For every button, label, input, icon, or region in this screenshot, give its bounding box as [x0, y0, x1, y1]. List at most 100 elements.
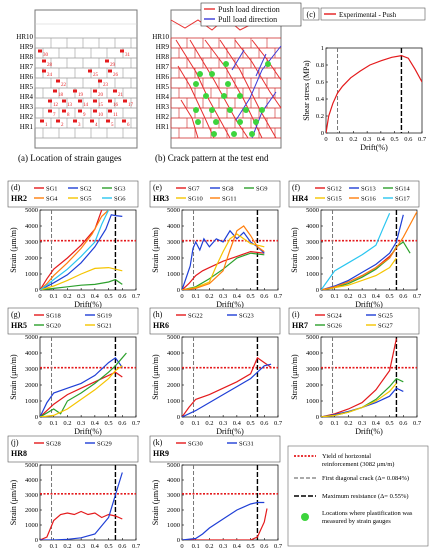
series-line-SG20	[40, 352, 127, 417]
plot-area	[320, 209, 418, 291]
x-axis-label: Drift(%)	[74, 427, 102, 436]
plastification-dot	[193, 81, 199, 87]
chart-f: 0 0.1 0.2 0.3 0.4 0.5 0.6 0.7 0 1000 2000 3000 4000 5…	[288, 180, 422, 309]
legend-label: SG24	[327, 313, 343, 320]
plastification-dot	[243, 107, 249, 113]
strain-gauge-number: 14	[83, 103, 89, 108]
plastification-dot	[203, 93, 209, 99]
y-tick-label: 0	[177, 414, 180, 421]
strain-gauge-number: 5	[111, 123, 114, 128]
x-tick-label: 0.3	[77, 293, 85, 300]
strain-gauge-number: 22	[61, 83, 67, 88]
series-group	[321, 211, 417, 290]
series-group	[182, 501, 268, 540]
series-group	[40, 352, 127, 417]
chart-k: 0 0.1 0.2 0.3 0.4 0.5 0.6 0.7 0 1000 2000 3000 4000 5…	[149, 435, 283, 550]
strain-gauge-marker	[73, 119, 77, 123]
panel-title: (k)	[153, 438, 163, 447]
y-tick-label: 4000	[167, 477, 180, 484]
strain-gauge-number: 2	[61, 123, 64, 128]
hr-labels-b: HR10 HR9 HR8 HR7 HR6 HR5 HR4 HR3 HR2 HR1	[152, 33, 169, 131]
plastification-markers	[193, 61, 271, 137]
strain-gauge-number: 1	[45, 123, 48, 128]
strain-gauge-marker	[42, 59, 46, 63]
plastification-dot	[223, 61, 229, 67]
y-tick-label: 1000	[25, 522, 38, 529]
caption-b: (b) Crack pattern at the test end	[155, 153, 269, 163]
x-tick-label: 0	[38, 543, 41, 550]
x-tick-label: 0.3	[219, 543, 227, 550]
legend-box	[7, 435, 139, 463]
strain-gauge-marker	[53, 89, 57, 93]
series-line-SG15	[321, 257, 397, 290]
x-tick-label: 0	[324, 136, 327, 143]
push-crack	[177, 65, 215, 139]
strain-gauge-marker	[73, 89, 77, 93]
plastification-label: Locations where plastification was	[322, 510, 413, 517]
strain-gauge-marker	[93, 99, 97, 103]
y-tick-label: 3000	[25, 239, 38, 246]
hr-label: HR1	[20, 123, 34, 131]
strain-gauge-marker	[93, 89, 97, 93]
x-tick-label: 0.1	[192, 293, 200, 300]
strain-gauge-marker	[106, 119, 110, 123]
x-axis-label: Drift(%)	[355, 427, 383, 436]
x-tick-label: 0.1	[331, 420, 339, 427]
legend-box	[149, 180, 281, 208]
y-tick-label: 5000	[25, 462, 38, 469]
x-tick-label: 0.2	[205, 420, 213, 427]
y-tick-label: 1000	[25, 398, 38, 405]
x-axis-label: Drift(%)	[216, 300, 244, 309]
plastification-dot	[213, 119, 219, 125]
x-tick-label: 0.7	[274, 420, 283, 427]
x-tick-label: 0.5	[247, 543, 255, 550]
strain-gauge-number: 23	[103, 83, 109, 88]
x-tick-label: 0.4	[91, 293, 100, 300]
x-tick-label: 0.4	[233, 420, 242, 427]
pull-label: Pull load direction	[218, 15, 277, 24]
y-tick-label: 4000	[167, 350, 180, 357]
hr-label: HR8	[156, 53, 170, 61]
x-axis-label: Drift(%)	[74, 300, 102, 309]
y-tick-label: 2000	[25, 255, 38, 262]
strain-gauge-marker	[108, 109, 112, 113]
y-tick-label: 3000	[306, 239, 319, 246]
y-tick-label: 0.8	[316, 62, 324, 69]
x-tick-label: 0.4	[372, 293, 381, 300]
y-tick-label: 0	[316, 414, 319, 421]
y-tick-label: 3000	[306, 366, 319, 373]
reference-legend: Yield of horizontal reinforcement (3082 …	[287, 445, 429, 547]
strain-gauge-marker	[78, 99, 82, 103]
y-tick-label: 4000	[306, 223, 319, 230]
strain-gauge-marker	[48, 109, 52, 113]
x-tick-label: 0.5	[247, 293, 255, 300]
x-tick-label: 0.1	[50, 293, 58, 300]
y-tick-label: 2000	[167, 255, 180, 262]
series-line-SG5	[40, 266, 123, 290]
strain-gauge-number: 11	[113, 113, 118, 118]
x-tick-label: 0.4	[372, 420, 381, 427]
strain-gauge-number: 26	[113, 73, 119, 78]
strain-gauge-marker	[108, 99, 112, 103]
strain-gauge-marker	[93, 109, 97, 113]
y-tick-label: 5000	[167, 334, 180, 341]
push-crack	[204, 39, 263, 139]
legend-label: SG8	[222, 186, 234, 193]
strain-gauge-number: 15	[98, 103, 104, 108]
series-line-SG11	[182, 225, 265, 290]
legend-label: SG16	[361, 196, 377, 203]
chart-j: 0 0.1 0.2 0.3 0.4 0.5 0.6 0.7 0 1000 2000 3000 4000 5…	[7, 435, 141, 550]
legend-label: SG11	[222, 196, 237, 203]
x-tick-label: 0.6	[118, 543, 127, 550]
strain-gauge-number: 29	[110, 63, 116, 68]
y-tick-label: 2000	[167, 382, 180, 389]
x-tick-label: 0.2	[344, 293, 352, 300]
y-axis-label: Strain (μm/m)	[290, 227, 299, 273]
x-tick-label: 0.7	[274, 543, 283, 550]
y-tick-label: 3000	[167, 366, 180, 373]
pull-crack	[231, 49, 245, 71]
legend-label: SG3	[114, 186, 126, 193]
